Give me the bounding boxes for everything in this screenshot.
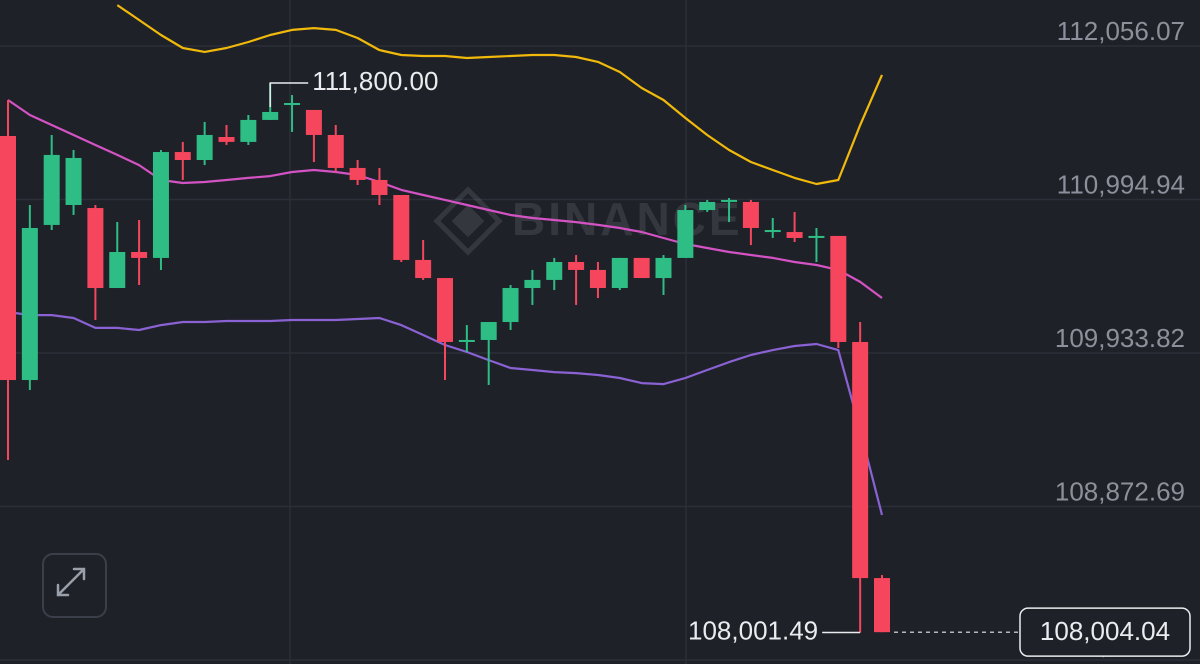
y-tick-label: 108,872.69 [1055, 476, 1185, 506]
candle-body [764, 230, 781, 233]
candle-body [262, 111, 279, 120]
candle-body [437, 278, 453, 342]
candle-body [240, 119, 257, 142]
candle-body [721, 199, 738, 202]
y-tick-label: 112,056.07 [1057, 16, 1185, 46]
candle-body [655, 257, 672, 279]
last-price-label: 108,004.04 [1040, 616, 1170, 646]
candle-body [349, 167, 366, 180]
candle-body [43, 154, 60, 225]
candle-body [874, 578, 890, 633]
candle-body [524, 279, 541, 289]
candle-body [196, 134, 213, 160]
candle-body [546, 261, 563, 280]
candle-body [305, 109, 322, 135]
candles [0, 83, 890, 633]
candle-body [152, 152, 169, 258]
candle-body [786, 232, 803, 238]
candle-body [589, 269, 606, 289]
candle-body [284, 102, 301, 106]
candle-body [568, 261, 585, 270]
min-label: 108,001.49 [688, 615, 818, 645]
candle-body [458, 339, 475, 342]
candle-body [327, 134, 344, 168]
candle-body [677, 210, 694, 258]
candle-body [218, 136, 235, 142]
candle-body [852, 341, 869, 579]
candle-body [21, 227, 38, 381]
candle-body [830, 235, 847, 342]
candle-body [109, 252, 126, 289]
grid [0, 45, 1200, 661]
candle-body [742, 201, 759, 228]
candle-body [371, 179, 388, 196]
candle-body [633, 257, 650, 279]
y-axis: 112,056.07 110,994.94 109,933.82 108,872.69… [1055, 16, 1185, 660]
candle-body [699, 201, 716, 211]
candle-body [611, 257, 628, 289]
candle-body [393, 195, 410, 260]
candle-body [502, 288, 519, 323]
candle-body [480, 322, 497, 340]
candle-body [65, 157, 82, 205]
expand-button[interactable] [42, 553, 107, 618]
annotations: 111,800.00 108,001.49 108,004.04 [269, 66, 1191, 657]
indicator-line [116, 4, 884, 186]
y-tick-label: 110,994.94 [1057, 169, 1185, 199]
candle-body [174, 152, 191, 160]
candle-body [415, 259, 432, 279]
candle-body [808, 235, 825, 238]
last-price-box [1019, 607, 1191, 657]
candle-body [131, 252, 148, 258]
max-pointer [269, 82, 309, 108]
y-tick-label: 109,933.82 [1055, 323, 1185, 353]
max-label: 111,800.00 [312, 66, 438, 96]
candle-body [0, 135, 16, 381]
candle-body [87, 208, 104, 289]
